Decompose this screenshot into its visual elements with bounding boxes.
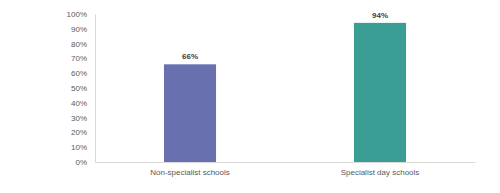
y-tick-label: 50%	[71, 84, 87, 93]
y-tick-label: 90%	[71, 25, 87, 34]
bars	[164, 23, 406, 162]
y-tick-label: 30%	[71, 114, 87, 123]
y-tick-label: 100%	[67, 10, 87, 19]
y-axis-line	[95, 15, 96, 163]
y-tick: 30%	[71, 114, 95, 123]
x-tick-label: Specialist day schools	[341, 168, 420, 177]
y-tick: 0%	[75, 158, 95, 167]
y-axis: 0% 10% 20% 30% 40% 50% 60% 70% 80% 90% 100%	[67, 10, 96, 167]
y-tick-label: 70%	[71, 54, 87, 63]
y-tick: 50%	[71, 84, 95, 93]
chart: 0% 10% 20% 30% 40% 50% 60% 70% 80% 90% 100% Non-spe…	[0, 0, 500, 193]
x-axis-line	[96, 162, 476, 163]
y-tick-label: 10%	[71, 143, 87, 152]
y-tick: 10%	[71, 143, 95, 152]
y-tick: 80%	[71, 40, 95, 49]
bar	[354, 23, 406, 162]
y-tick: 20%	[71, 128, 95, 137]
y-tick-label: 40%	[71, 99, 87, 108]
x-axis: Non-specialist schools Specialist day sch…	[96, 162, 476, 177]
data-labels: 66% 94%	[182, 11, 388, 61]
y-tick-label: 60%	[71, 69, 87, 78]
y-tick: 90%	[71, 25, 95, 34]
data-label: 94%	[372, 11, 388, 20]
y-tick-label: 0%	[75, 158, 87, 167]
y-tick-label: 80%	[71, 40, 87, 49]
y-tick-label: 20%	[71, 128, 87, 137]
y-tick: 100%	[67, 10, 95, 19]
data-label: 66%	[182, 52, 198, 61]
bar	[164, 64, 216, 162]
y-tick: 60%	[71, 69, 95, 78]
y-tick: 70%	[71, 54, 95, 63]
y-tick: 40%	[71, 99, 95, 108]
x-tick: Non-specialist schools	[150, 162, 230, 177]
x-tick-label: Non-specialist schools	[150, 168, 230, 177]
x-tick: Specialist day schools	[341, 162, 420, 177]
